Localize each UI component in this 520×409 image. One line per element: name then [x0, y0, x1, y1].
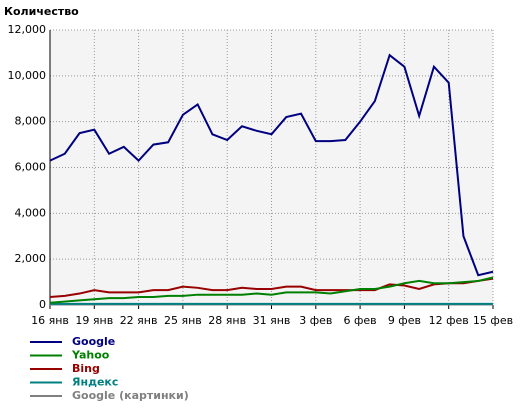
x-tick-label: 22 янв	[120, 314, 158, 327]
legend-label: Yahoo	[71, 349, 110, 362]
y-tick-label: 4,000	[15, 206, 47, 219]
legend-label: Яндекс	[72, 376, 118, 389]
y-tick-label: 10,000	[8, 69, 47, 82]
x-tick-label: 31 янв	[253, 314, 291, 327]
x-tick-label: 19 янв	[75, 314, 113, 327]
legend-label: Google	[72, 335, 115, 348]
chart-title: Количество	[4, 5, 79, 18]
x-tick-label: 15 фев	[473, 314, 513, 327]
x-tick-label: 28 янв	[208, 314, 246, 327]
x-tick-label: 25 янв	[164, 314, 202, 327]
y-tick-label: 12,000	[8, 23, 47, 36]
series-line	[49, 276, 494, 304]
series-line	[49, 277, 494, 298]
y-tick-label: 2,000	[15, 252, 47, 265]
legend-label: Bing	[72, 362, 100, 375]
x-tick-label: 3 фев	[299, 314, 332, 327]
y-tick-label: 8,000	[15, 115, 47, 128]
y-tick-label: 6,000	[15, 161, 47, 174]
series-line	[49, 53, 494, 277]
x-tick-label: 6 фев	[344, 314, 377, 327]
y-tick-label: 0	[39, 298, 46, 311]
x-tick-label: 9 фев	[388, 314, 421, 327]
legend-label: Google (картинки)	[72, 389, 189, 402]
x-tick-label: 12 фев	[429, 314, 469, 327]
x-tick-label: 16 янв	[31, 314, 69, 327]
